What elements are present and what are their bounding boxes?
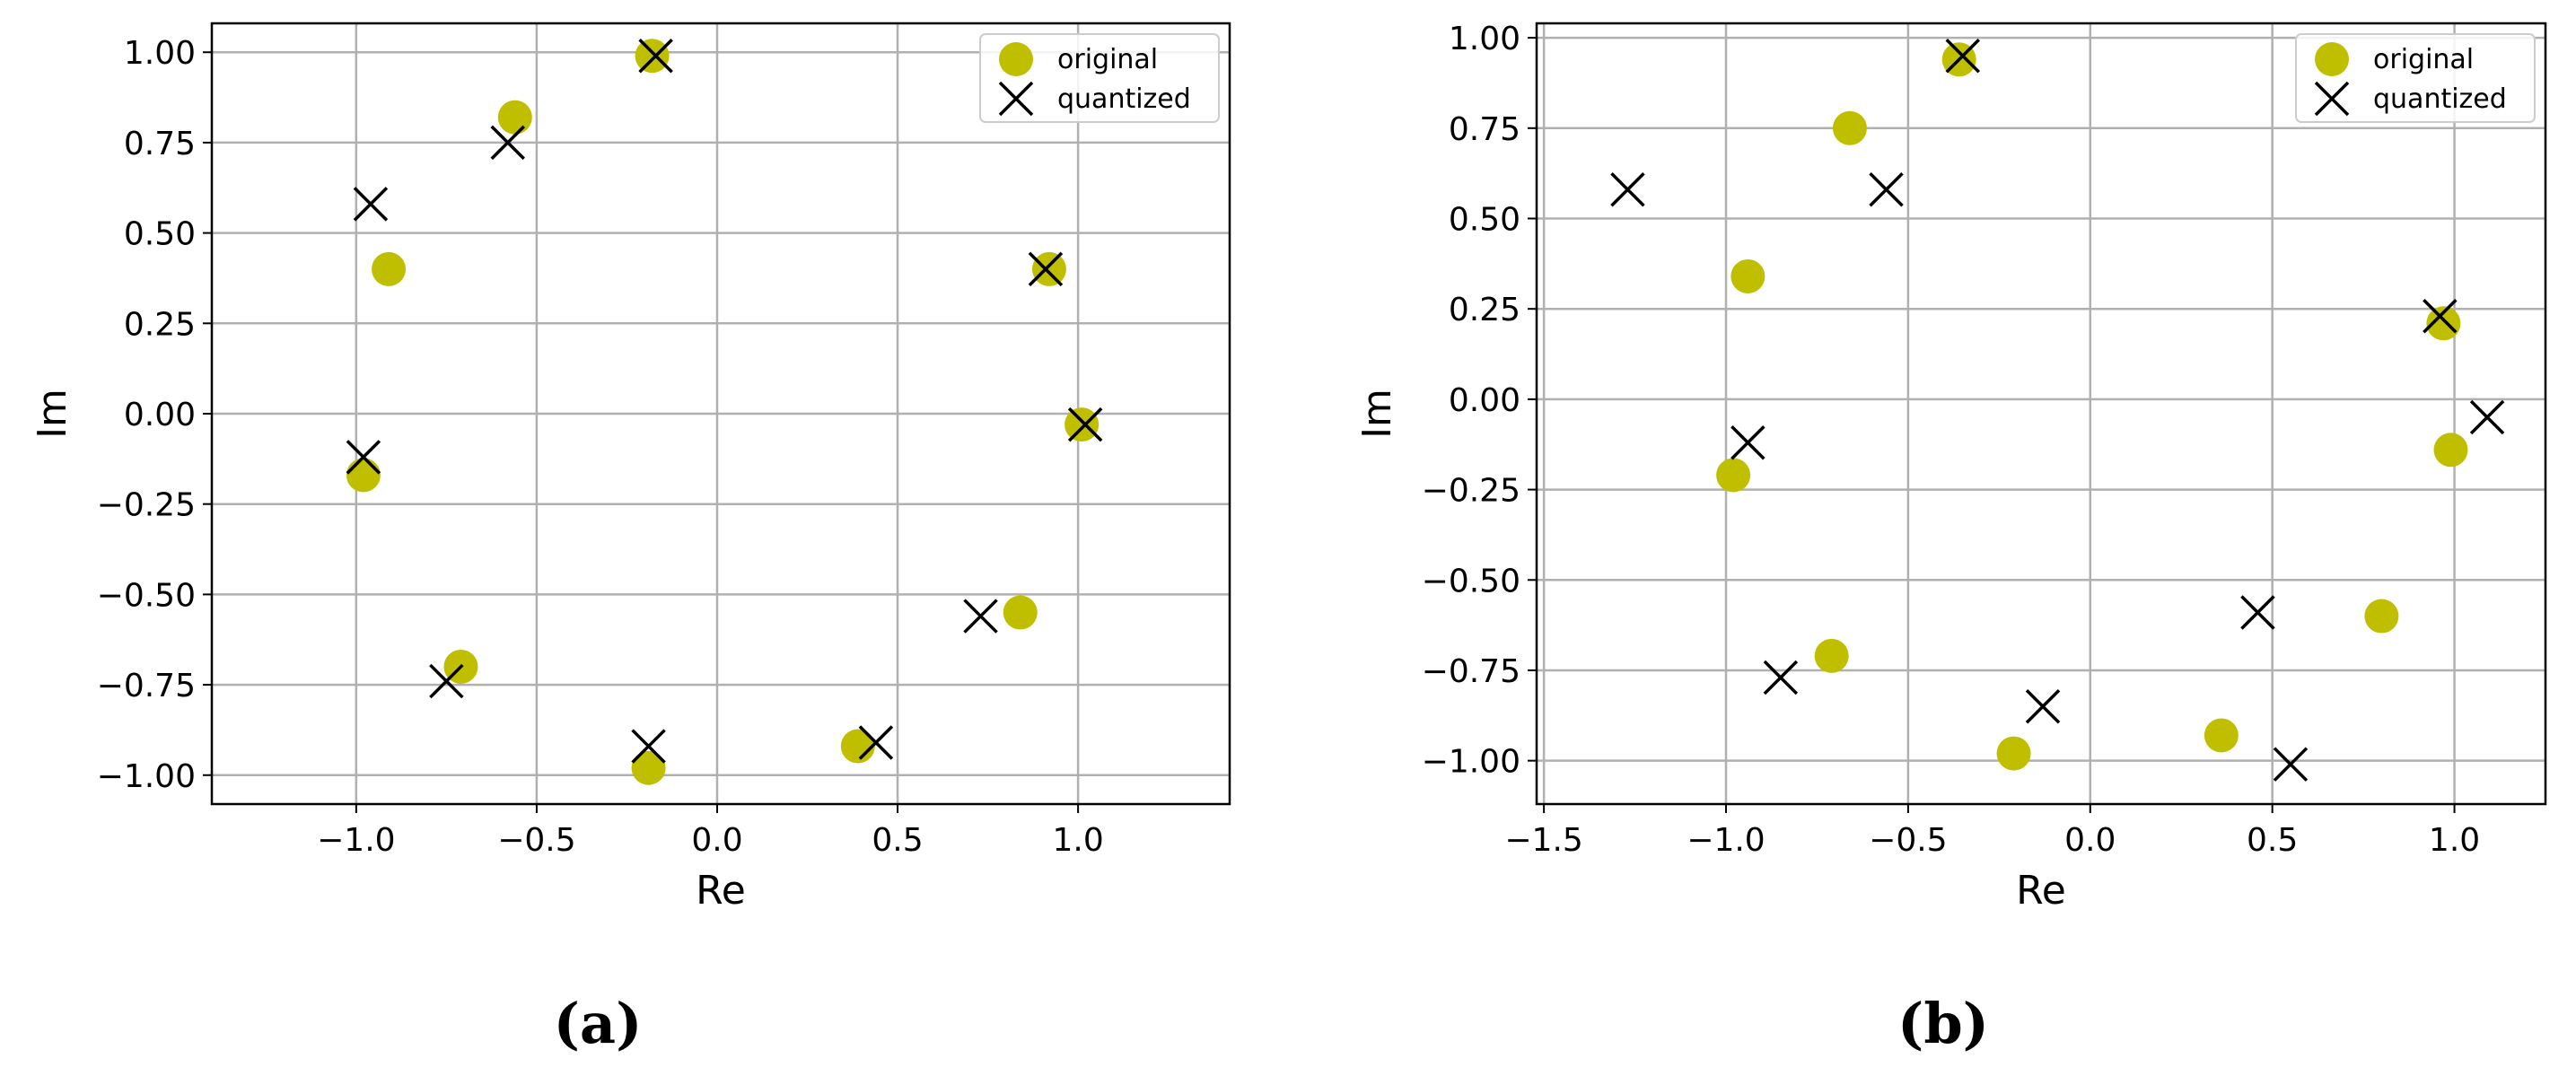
legend-original-marker	[999, 42, 1033, 76]
quantized-point	[490, 125, 525, 161]
y-tick-label: 0.50	[1449, 202, 1520, 239]
quantized-point	[1610, 172, 1645, 207]
axes-frame	[1535, 22, 2547, 806]
legend-quantized-marker	[2314, 81, 2350, 117]
y-tick-label: 1.00	[1449, 21, 1520, 57]
y-tick-label: −1.00	[1422, 744, 1520, 781]
y-axis-label: Im	[1354, 389, 1400, 439]
quantized-point	[1730, 424, 1766, 460]
panel-caption: (a)	[554, 991, 643, 1056]
y-tick-label: 0.25	[1449, 292, 1520, 328]
axes-frame	[210, 22, 1231, 806]
x-tick-label: 0.5	[2247, 822, 2298, 859]
x-tick-label: −1.0	[317, 822, 395, 859]
original-point	[2204, 718, 2239, 753]
original-point	[635, 39, 670, 74]
quantized-point	[2469, 399, 2505, 435]
legend-box	[2295, 33, 2536, 123]
x-axis-label: Re	[696, 868, 746, 914]
y-tick-label: −1.00	[97, 758, 196, 795]
x-tick-label: 0.0	[2064, 822, 2116, 859]
original-point	[1832, 110, 1867, 145]
y-tick-label: 0.75	[124, 126, 196, 162]
y-tick-label: 1.00	[124, 35, 196, 72]
quantized-point	[2240, 595, 2275, 630]
legend-box	[979, 33, 1220, 123]
x-tick-label: −1.5	[1504, 822, 1582, 859]
y-tick-label: −0.50	[1422, 563, 1520, 599]
legend-label-original: original	[1057, 44, 1158, 75]
original-point	[1003, 595, 1038, 630]
quantized-point	[1763, 660, 1799, 695]
y-axis-label: Im	[30, 389, 75, 439]
quantized-point	[1067, 407, 1103, 442]
y-tick-label: −0.25	[1422, 473, 1520, 510]
quantized-point	[1028, 251, 1064, 287]
original-point	[497, 100, 532, 135]
original-point	[2426, 306, 2461, 341]
quantized-point	[2025, 689, 2061, 724]
panel-a: −1.0 −0.5 0.0 0.5 1.0 1.00 0.75 0.50 0.25 0.00 −0.…	[30, 22, 1231, 1056]
original-point	[840, 729, 875, 764]
y-tick-label: −0.75	[97, 668, 196, 704]
quantized-point	[1945, 39, 1980, 74]
original-point	[1730, 258, 1766, 293]
quantized-point	[631, 729, 666, 764]
y-tick-label: 0.25	[124, 306, 196, 343]
y-tick-label: −0.50	[97, 577, 196, 614]
quantized-point	[1869, 172, 1904, 207]
legend-original-marker	[2315, 42, 2349, 76]
quantized-point	[638, 39, 673, 74]
x-tick-label: 0.0	[691, 822, 742, 859]
quantized-point	[858, 725, 894, 760]
y-tick-label: 0.50	[124, 216, 196, 253]
y-tick-label: 0.00	[1449, 382, 1520, 419]
original-point	[2433, 433, 2468, 468]
quantized-point	[2423, 299, 2458, 334]
x-tick-label: 1.0	[2429, 822, 2480, 859]
y-tick-label: 0.75	[1449, 111, 1520, 148]
x-tick-label: −0.5	[1869, 822, 1947, 859]
original-point	[2364, 599, 2399, 634]
x-tick-label: 1.0	[1052, 822, 1103, 859]
original-point	[1031, 251, 1066, 286]
original-point	[1716, 458, 1751, 493]
y-tick-label: −0.75	[1422, 653, 1520, 690]
original-point	[1814, 638, 1849, 673]
original-point	[1996, 736, 2031, 771]
quantized-point	[429, 663, 464, 699]
y-tick-label: 0.00	[124, 397, 196, 433]
panel-caption: (b)	[1897, 991, 1989, 1056]
original-point	[346, 458, 381, 493]
legend-quantized-marker	[998, 81, 1034, 117]
x-axis-label: Re	[2016, 868, 2066, 914]
quantized-point	[353, 187, 389, 222]
quantized-point	[963, 599, 998, 634]
quantized-point	[2273, 747, 2309, 782]
quantized-point	[346, 440, 381, 475]
x-tick-label: 0.5	[872, 822, 923, 859]
original-point	[631, 750, 666, 785]
legend-label-quantized: quantized	[1057, 83, 1191, 115]
original-point	[1065, 407, 1100, 442]
panel-b: −1.5 −1.0 −0.5 0.0 0.5 1.0 1.00 0.75 0.50 0.25 0.0…	[1354, 21, 2547, 1056]
original-point	[372, 251, 407, 286]
legend-label-quantized: quantized	[2373, 83, 2507, 115]
legend-label-original: original	[2373, 44, 2474, 75]
x-tick-label: −0.5	[497, 822, 575, 859]
x-tick-label: −1.0	[1687, 822, 1765, 859]
y-tick-label: −0.25	[97, 487, 196, 524]
